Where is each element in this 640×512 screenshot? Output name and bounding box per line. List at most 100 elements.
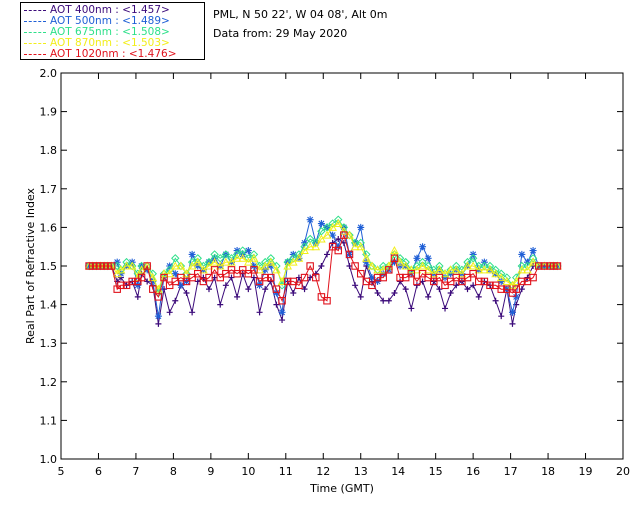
data-point (390, 254, 399, 263)
data-point (227, 257, 236, 266)
data-point (534, 262, 543, 270)
y-tick-label: 1.4 (40, 299, 58, 312)
data-point (367, 261, 377, 270)
data-point (301, 286, 308, 293)
data-point (436, 286, 443, 293)
legend-line-500nm (24, 20, 46, 22)
data-point (256, 309, 263, 316)
data-point (182, 277, 191, 286)
data-point (322, 230, 332, 239)
legend-label-870nm: AOT 870nm : <1.503> (50, 37, 170, 49)
data-point (452, 273, 461, 282)
legend-item-400nm: AOT 400nm : <1.457> (24, 5, 170, 16)
y-tick-label: 1.2 (40, 376, 58, 389)
data-point (317, 234, 326, 243)
data-point (424, 254, 432, 262)
data-point (418, 269, 427, 278)
data-point (222, 269, 230, 278)
y-axis-label: Real Part of Refractive Index (24, 187, 37, 344)
x-tick-label: 19 (579, 465, 593, 478)
x-tick-label: 10 (241, 465, 255, 478)
data-point (463, 261, 472, 270)
data-point (435, 265, 444, 274)
data-point (502, 276, 512, 285)
data-point (391, 290, 398, 297)
data-point (511, 276, 521, 285)
data-point (122, 281, 131, 290)
data-point (149, 285, 157, 293)
data-point (165, 281, 174, 290)
data-point (406, 265, 416, 274)
data-point (128, 277, 136, 286)
data-point (261, 273, 269, 282)
data-point (470, 282, 477, 289)
data-point (176, 261, 186, 270)
data-point (458, 277, 466, 286)
data-point (148, 273, 158, 282)
data-point (238, 253, 248, 262)
data-point (205, 286, 212, 293)
data-point (491, 269, 500, 278)
data-point (210, 257, 219, 266)
data-point (317, 293, 326, 301)
data-point (379, 273, 387, 282)
data-point (272, 285, 281, 293)
data-point (503, 285, 511, 293)
legend-label-400nm: AOT 400nm : <1.457> (50, 4, 170, 16)
data-point (401, 261, 411, 270)
data-point (464, 286, 471, 293)
data-point (154, 293, 163, 301)
data-point (112, 269, 122, 278)
data-point (288, 257, 298, 266)
data-point (423, 265, 433, 274)
data-point (295, 281, 303, 290)
series-aot-870nm (84, 218, 562, 293)
data-point (329, 231, 337, 239)
data-point (165, 269, 174, 278)
data-point (189, 309, 196, 316)
data-point (419, 243, 427, 251)
data-point (267, 262, 275, 270)
legend-label-1020nm: AOT 1020nm : <1.476> (50, 48, 177, 60)
data-point (356, 269, 365, 278)
y-tick-label: 1.8 (40, 144, 58, 157)
data-point (222, 282, 229, 289)
data-point (272, 265, 281, 274)
data-point (446, 277, 455, 286)
data-point (204, 261, 214, 270)
data-point (154, 312, 162, 320)
data-point (523, 277, 532, 286)
data-point (243, 257, 253, 266)
data-point (497, 285, 505, 293)
legend-item-675nm: AOT 675nm : <1.508> (24, 27, 170, 38)
data-point (508, 308, 516, 316)
legend: AOT 400nm : <1.457> AOT 500nm : <1.489> … (20, 2, 205, 60)
legend-item-1020nm: AOT 1020nm : <1.476> (24, 49, 177, 60)
data-point (498, 313, 505, 320)
series-aot-1020nm (85, 231, 562, 305)
data-point (278, 308, 286, 316)
data-point (373, 273, 382, 282)
data-point (553, 262, 562, 270)
data-point (193, 257, 203, 266)
data-point (517, 265, 527, 274)
data-point (430, 277, 438, 286)
legend-label-500nm: AOT 500nm : <1.489> (50, 15, 170, 27)
x-tick-label: 18 (541, 465, 555, 478)
data-point (278, 296, 286, 305)
data-point (362, 258, 370, 266)
x-tick-label: 12 (316, 465, 330, 478)
x-tick-label: 15 (429, 465, 443, 478)
data-point (351, 262, 359, 270)
data-point (385, 297, 392, 304)
data-date: Data from: 29 May 2020 (213, 27, 348, 40)
data-point (183, 290, 190, 297)
data-point (395, 257, 405, 266)
data-point (228, 274, 235, 281)
data-point (350, 242, 360, 251)
y-tick-label: 1.9 (40, 106, 58, 119)
data-point (306, 262, 314, 270)
data-point (233, 269, 241, 278)
data-point (340, 231, 348, 239)
